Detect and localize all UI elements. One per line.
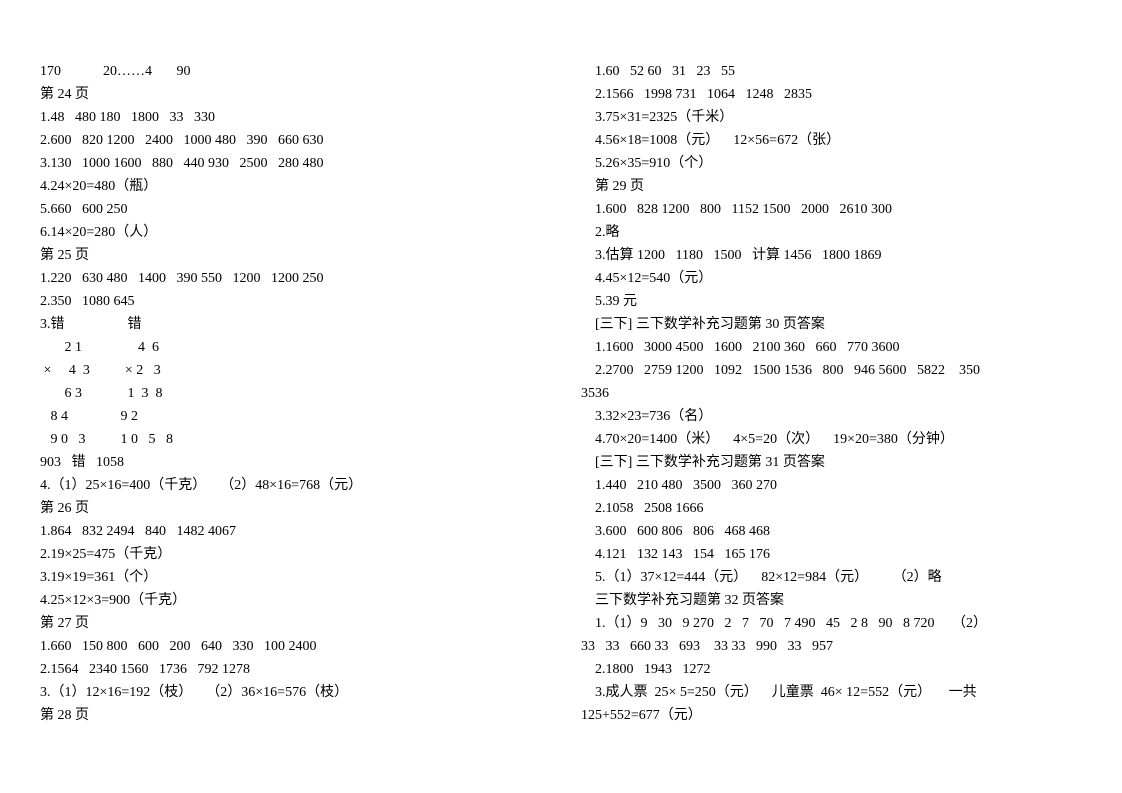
right_column_lines-line: 2.1058 2508 1666 xyxy=(581,497,1082,520)
right_column_lines-line: 4.70×20=1400（米） 4×5=20（次） 19×20=380（分钟） xyxy=(581,428,1082,451)
left_column_lines-line: 2.19×25=475（千克） xyxy=(40,543,541,566)
left_column_lines-line: 3.130 1000 1600 880 440 930 2500 280 480 xyxy=(40,152,541,175)
left_column_lines-line: 4.25×12×3=900（千克） xyxy=(40,589,541,612)
right_column_lines-line: 4.121 132 143 154 165 176 xyxy=(581,543,1082,566)
right_column_lines-line: 1.440 210 480 3500 360 270 xyxy=(581,474,1082,497)
left_column_lines-line: 第 24 页 xyxy=(40,83,541,106)
left_column_lines-line: 第 26 页 xyxy=(40,497,541,520)
left_column_lines-line: 2.350 1080 645 xyxy=(40,290,541,313)
left_column_lines-line: 1.48 480 180 1800 33 330 xyxy=(40,106,541,129)
right_column_lines-line: 5.26×35=910（个） xyxy=(581,152,1082,175)
right_column_lines-line: 2.2700 2759 1200 1092 1500 1536 800 946 … xyxy=(581,359,1082,382)
right-column: 1.60 52 60 31 23 55 2.1566 1998 731 1064… xyxy=(571,60,1082,753)
left_column_lines-line: 3.（1）12×16=192（枝） （2）36×16=576（枝） xyxy=(40,681,541,704)
right_column_lines-line: 5.（1）37×12=444（元） 82×12=984（元） （2）略 xyxy=(581,566,1082,589)
right_column_lines-line: 125+552=677（元） xyxy=(581,704,1082,727)
right_column_lines-line: 3536 xyxy=(581,382,1082,405)
right_column_lines-line: 2.1800 1943 1272 xyxy=(581,658,1082,681)
left_column_lines-line: × 4 3 × 2 3 xyxy=(40,359,541,382)
left_column_lines-line: 1.660 150 800 600 200 640 330 100 2400 xyxy=(40,635,541,658)
right_column_lines-line: 3.75×31=2325（千米） xyxy=(581,106,1082,129)
right_column_lines-line: [三下] 三下数学补充习题第 31 页答案 xyxy=(581,451,1082,474)
left_column_lines-line: 6 3 1 3 8 xyxy=(40,382,541,405)
right_column_lines-line: [三下] 三下数学补充习题第 30 页答案 xyxy=(581,313,1082,336)
right_column_lines-line: 4.56×18=1008（元） 12×56=672（张） xyxy=(581,129,1082,152)
right_column_lines-line: 3.600 600 806 806 468 468 xyxy=(581,520,1082,543)
left-column: 170 20……4 90第 24 页1.48 480 180 1800 33 3… xyxy=(40,60,571,753)
left_column_lines-line: 4.（1）25×16=400（千克） （2）48×16=768（元） xyxy=(40,474,541,497)
right_column_lines-line: 5.39 元 xyxy=(581,290,1082,313)
left_column_lines-line: 第 28 页 xyxy=(40,704,541,727)
right_column_lines-line: 3.成人票 25× 5=250（元） 儿童票 46× 12=552（元） 一共 xyxy=(581,681,1082,704)
right_column_lines-line: 3.32×23=736（名） xyxy=(581,405,1082,428)
document-page: 170 20……4 90第 24 页1.48 480 180 1800 33 3… xyxy=(0,0,1122,793)
left_column_lines-line: 第 27 页 xyxy=(40,612,541,635)
left_column_lines-line: 1.864 832 2494 840 1482 4067 xyxy=(40,520,541,543)
left_column_lines-line: 903 错 1058 xyxy=(40,451,541,474)
left_column_lines-line: 第 25 页 xyxy=(40,244,541,267)
left_column_lines-line: 6.14×20=280（人） xyxy=(40,221,541,244)
right_column_lines-line: 第 29 页 xyxy=(581,175,1082,198)
left_column_lines-line: 8 4 9 2 xyxy=(40,405,541,428)
left_column_lines-line: 3.错 错 xyxy=(40,313,541,336)
right_column_lines-line: 33 33 660 33 693 33 33 990 33 957 xyxy=(581,635,1082,658)
left_column_lines-line: 2.600 820 1200 2400 1000 480 390 660 630 xyxy=(40,129,541,152)
left_column_lines-line: 4.24×20=480（瓶） xyxy=(40,175,541,198)
left_column_lines-line: 3.19×19=361（个） xyxy=(40,566,541,589)
right_column_lines-line: 1.600 828 1200 800 1152 1500 2000 2610 3… xyxy=(581,198,1082,221)
left_column_lines-line: 1.220 630 480 1400 390 550 1200 1200 250 xyxy=(40,267,541,290)
right_column_lines-line: 2.1566 1998 731 1064 1248 2835 xyxy=(581,83,1082,106)
left_column_lines-line: 9 0 3 1 0 5 8 xyxy=(40,428,541,451)
right_column_lines-line: 2.略 xyxy=(581,221,1082,244)
right_column_lines-line: 1.（1）9 30 9 270 2 7 70 7 490 45 2 8 90 8… xyxy=(581,612,1082,635)
left_column_lines-line: 2.1564 2340 1560 1736 792 1278 xyxy=(40,658,541,681)
right_column_lines-line: 4.45×12=540（元） xyxy=(581,267,1082,290)
right_column_lines-line: 3.估算 1200 1180 1500 计算 1456 1800 1869 xyxy=(581,244,1082,267)
left_column_lines-line: 5.660 600 250 xyxy=(40,198,541,221)
left_column_lines-line: 170 20……4 90 xyxy=(40,60,541,83)
left_column_lines-line: 2 1 4 6 xyxy=(40,336,541,359)
right_column_lines-line: 1.1600 3000 4500 1600 2100 360 660 770 3… xyxy=(581,336,1082,359)
right_column_lines-line: 1.60 52 60 31 23 55 xyxy=(581,60,1082,83)
right_column_lines-line: 三下数学补充习题第 32 页答案 xyxy=(581,589,1082,612)
